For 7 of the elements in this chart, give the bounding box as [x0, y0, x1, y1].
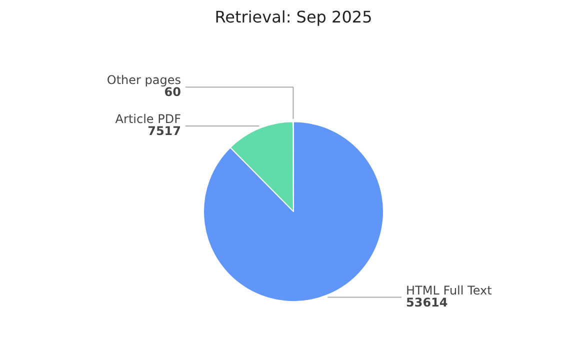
slice-label: Other pages [106, 73, 181, 88]
data-label: 53614 [406, 295, 448, 310]
data-label: 7517 [148, 124, 182, 138]
slice-label: HTML Full Text [406, 283, 492, 298]
slice-label: Article PDF [115, 112, 182, 126]
data-label: 60 [164, 85, 182, 100]
chart-title: Retrieval: Sep 2025 [214, 8, 372, 26]
